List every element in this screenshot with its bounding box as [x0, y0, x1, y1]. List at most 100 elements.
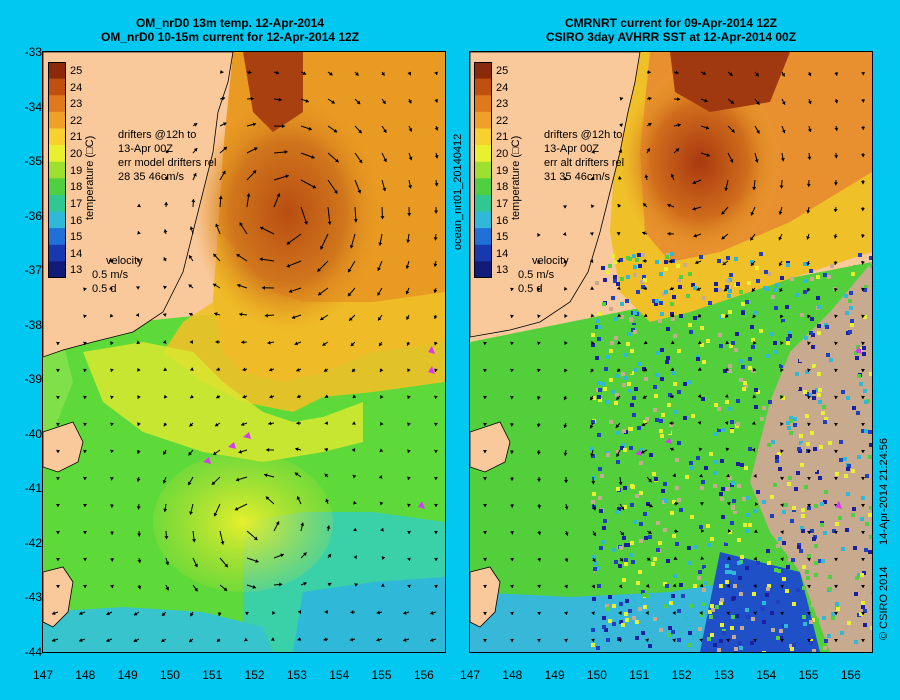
- sst-pixel: [671, 317, 675, 321]
- current-arrowhead: [699, 474, 703, 478]
- sst-pixel: [787, 482, 791, 486]
- sst-pixel: [639, 491, 643, 495]
- sst-pixel: [797, 545, 801, 549]
- sst-pixel: [803, 622, 807, 626]
- current-arrowhead: [806, 210, 811, 214]
- current-arrowhead: [483, 503, 488, 508]
- sst-pixel: [751, 338, 755, 342]
- current-arrowhead: [753, 556, 757, 561]
- sst-pixel: [643, 605, 647, 609]
- current-arrowhead: [163, 367, 168, 371]
- sst-pixel: [595, 570, 599, 574]
- current-arrowhead: [697, 313, 702, 318]
- sst-pixel: [744, 466, 748, 470]
- sst-pixel: [640, 280, 644, 284]
- current-arrowhead: [617, 204, 622, 208]
- sst-pixel: [843, 457, 847, 461]
- current-arrowhead: [726, 611, 730, 615]
- sst-pixel: [861, 601, 865, 605]
- current-arrowhead: [692, 180, 697, 185]
- sst-pixel: [773, 341, 777, 345]
- current-arrowhead: [324, 368, 328, 372]
- current-arrowhead: [699, 502, 704, 506]
- sst-pixel: [786, 341, 790, 345]
- sst-pixel: [603, 278, 607, 282]
- sst-pixel: [700, 326, 704, 330]
- current-arrowhead: [510, 531, 515, 535]
- sst-pixel: [603, 387, 607, 391]
- sst-pixel: [609, 378, 613, 382]
- current-arrowhead: [752, 448, 756, 452]
- sst-pixel: [609, 349, 613, 353]
- sst-pixel: [858, 253, 862, 257]
- sst-pixel: [631, 597, 635, 601]
- current-arrowhead: [670, 447, 674, 452]
- sst-pixel: [803, 390, 807, 394]
- sst-pixel: [797, 304, 801, 308]
- sst-pixel: [671, 630, 675, 634]
- sst-pixel: [600, 474, 604, 478]
- sst-pixel: [782, 535, 786, 539]
- sst-pixel: [756, 490, 760, 494]
- current-arrowhead: [408, 185, 413, 189]
- sst-pixel: [632, 616, 636, 620]
- sst-pixel: [591, 333, 595, 337]
- sst-pixel: [590, 447, 594, 451]
- current-arrowhead: [269, 367, 273, 372]
- current-arrowhead: [672, 583, 677, 588]
- current-arrowhead: [381, 72, 385, 76]
- sst-pixel: [814, 561, 818, 565]
- sst-pixel: [648, 644, 652, 648]
- current-arrowhead: [752, 314, 757, 318]
- sst-pixel: [781, 396, 785, 400]
- current-arrowhead: [434, 503, 438, 507]
- right-title-line1: CMRNRT current for 09-Apr-2014 12Z: [564, 16, 778, 30]
- current-arrowhead: [110, 531, 115, 535]
- sst-pixel: [792, 643, 796, 647]
- colorbar-segment: [474, 111, 492, 129]
- sst-pixel: [730, 626, 734, 630]
- current-arrowhead: [563, 368, 568, 373]
- current-arrowhead: [779, 185, 784, 189]
- sst-pixel: [809, 331, 813, 335]
- current-arrowhead: [618, 481, 623, 486]
- current-arrowhead: [275, 70, 280, 75]
- sst-pixel: [689, 330, 693, 334]
- sst-pixel: [655, 260, 659, 264]
- sst-pixel: [770, 332, 774, 336]
- sst-pixel: [840, 631, 844, 635]
- current-arrowhead: [807, 395, 811, 399]
- current-arrowhead: [190, 612, 194, 617]
- sst-pixel: [598, 398, 602, 402]
- sst-pixel: [590, 378, 594, 382]
- sst-pixel: [846, 467, 850, 471]
- current-arrowhead: [433, 237, 438, 241]
- left-velocity-duration: 0.5 d: [92, 283, 117, 295]
- current-arrowhead: [193, 148, 198, 152]
- sst-pixel: [698, 570, 702, 574]
- sst-pixel: [781, 624, 785, 628]
- current-arrowhead: [483, 611, 487, 615]
- sst-pixel: [677, 609, 681, 613]
- sst-pixel: [743, 523, 747, 527]
- sst-pixel: [773, 288, 777, 292]
- sst-pixel: [733, 311, 737, 315]
- sst-pixel: [768, 400, 772, 404]
- sst-pixel: [651, 562, 655, 566]
- current-arrowhead: [807, 314, 811, 319]
- sst-pixel: [774, 350, 778, 354]
- sst-pixel: [824, 319, 828, 323]
- sst-pixel: [670, 252, 674, 256]
- sst-pixel: [715, 605, 719, 609]
- sst-pixel: [659, 628, 663, 632]
- colorbar-tick: 14: [496, 247, 509, 260]
- current-arrowhead: [296, 394, 301, 399]
- sst-pixel: [762, 500, 766, 504]
- current-arrowhead: [619, 557, 624, 562]
- sst-pixel: [869, 443, 872, 447]
- sst-pixel: [815, 388, 819, 392]
- current-arrowhead: [834, 314, 838, 318]
- sst-pixel: [778, 537, 782, 541]
- current-arrowhead: [807, 422, 811, 426]
- current-arrowhead: [188, 451, 192, 456]
